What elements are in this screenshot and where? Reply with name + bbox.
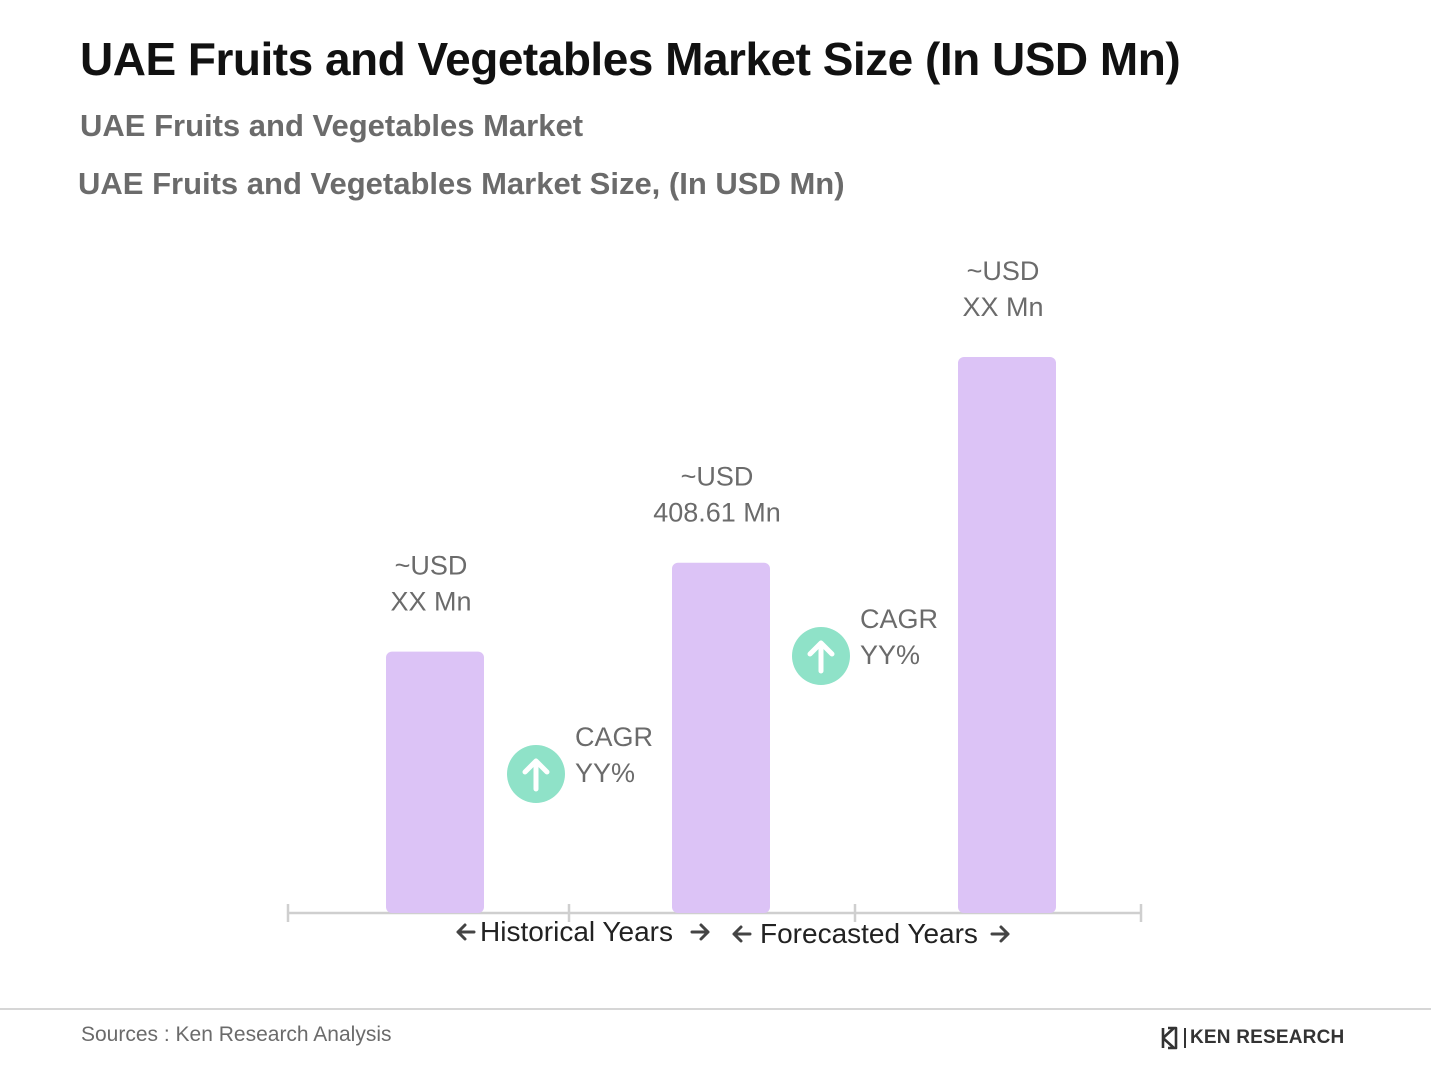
arrow-left-icon [732, 925, 752, 943]
bar [672, 562, 770, 913]
ken-logo-icon [1161, 1026, 1178, 1050]
period-label-historical: Historical Years [456, 916, 710, 947]
arrow-right-icon [990, 925, 1010, 943]
chart-title: UAE Fruits and Vegetables Market Size (I… [80, 33, 1181, 85]
footer-divider [0, 1008, 1431, 1010]
cagr-label: CAGR [575, 722, 653, 752]
period-label-text: Forecasted Years [760, 918, 978, 949]
bar-value-label: XX Mn [390, 587, 471, 617]
period-label-forecasted: Forecasted Years [732, 918, 1010, 949]
arrow-up-icon [807, 640, 835, 674]
arrow-left-icon [456, 923, 476, 941]
period-label-text: Historical Years [480, 916, 673, 947]
bar-value-label: ~USD [967, 256, 1040, 286]
arrow-right-icon [690, 923, 710, 941]
sources-note: Sources : Ken Research Analysis [81, 1023, 392, 1046]
bar-value-label: 408.61 Mn [653, 498, 781, 528]
arrow-up-icon [522, 758, 550, 792]
brand-name: KEN RESEARCH [1190, 1027, 1345, 1048]
cagr-label: YY% [575, 758, 635, 788]
cagr-label: YY% [860, 640, 920, 670]
bar-value-label: ~USD [681, 462, 754, 492]
cagr-annotation: CAGR YY% [507, 722, 653, 803]
cagr-annotation: CAGR YY% [792, 604, 938, 685]
bar-value-label: ~USD [395, 551, 468, 581]
chart-subtitle: UAE Fruits and Vegetables Market [80, 108, 584, 143]
chart-caption: UAE Fruits and Vegetables Market Size, (… [78, 166, 845, 201]
brand-logo: KEN RESEARCH [1160, 1024, 1344, 1052]
bar-value-label: XX Mn [962, 292, 1043, 322]
bar [386, 651, 484, 913]
brand-separator [1184, 1028, 1186, 1048]
cagr-label: CAGR [860, 604, 938, 634]
bar [958, 357, 1056, 913]
